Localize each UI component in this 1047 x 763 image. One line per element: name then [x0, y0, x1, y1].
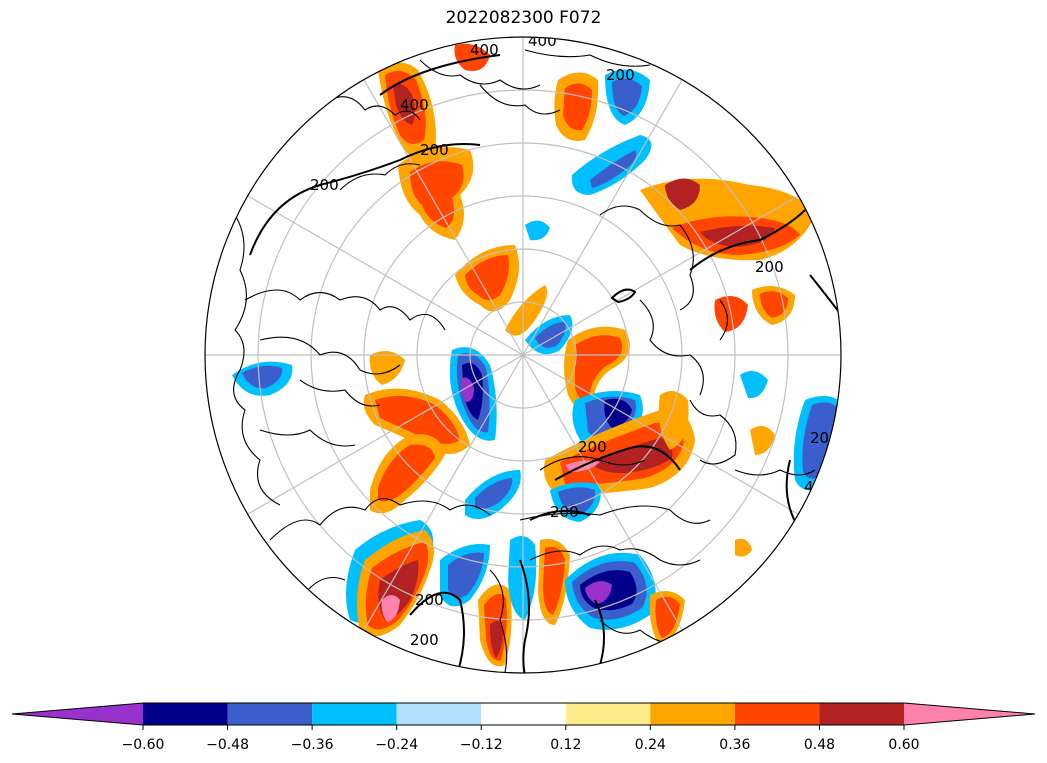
colorbar-tick-label: 0.24 [635, 737, 666, 753]
colorbar-tick-labels: −0.60 −0.48 −0.36 −0.24 −0.12 0.12 0.24 0.36 0.4… [122, 737, 920, 753]
graticule [205, 37, 841, 673]
field-blob [740, 371, 768, 399]
colorbar-tick-label: 0.12 [550, 737, 581, 753]
colorbar-bins [11, 702, 1036, 726]
contour-label: 200 [755, 258, 784, 276]
coastlines [233, 49, 816, 673]
colorbar-tick-label: 0.36 [719, 737, 750, 753]
field-blob [440, 544, 490, 607]
field-blob [750, 426, 775, 455]
map-disk: 400 400 200 200 400 200 200 200 200 400 … [205, 32, 841, 673]
field-blob [752, 286, 795, 325]
contour-label: 400 [470, 41, 499, 59]
field-blob [658, 391, 689, 450]
contour-label: 200 [415, 591, 444, 609]
colorbar-bin [565, 703, 651, 725]
colorbar-bin [481, 703, 566, 725]
contour-label: 200 [410, 631, 439, 649]
field-blob [525, 315, 573, 355]
colorbar-tick-label: −0.36 [291, 737, 334, 753]
field-blob [735, 538, 752, 557]
colorbar-bin [650, 703, 735, 725]
field-blob [370, 434, 445, 514]
map-title: 2022082300 F072 [445, 8, 602, 28]
contour-label: 200 [550, 503, 579, 521]
field-blob [449, 347, 497, 441]
field-blob [505, 285, 548, 336]
field-blob [554, 72, 599, 141]
colorbar-tick-label: −0.48 [206, 737, 249, 753]
contour-label: 400 [400, 96, 429, 114]
field-blob [564, 326, 630, 413]
contour-label: 200 [310, 176, 339, 194]
colorbar-tick-label: −0.24 [375, 737, 418, 753]
field-blob [571, 135, 652, 195]
colorbar-bin [396, 703, 482, 725]
contour-label: 200 [606, 66, 635, 84]
field-blob [605, 69, 650, 125]
field-blob [649, 591, 685, 645]
field-blob [465, 470, 521, 519]
polar-map: 400 400 200 200 400 200 200 200 200 400 … [204, 32, 842, 674]
contour-label: 400 [528, 32, 557, 50]
field-blob [369, 351, 405, 385]
colorbar-bin [227, 703, 313, 725]
colorbar-bin [143, 703, 228, 725]
colorbar-bin [12, 703, 143, 725]
field-blob [565, 552, 656, 630]
colorbar-bin [734, 703, 820, 725]
field-blob [363, 388, 470, 454]
field-blob [525, 220, 550, 241]
field-blob [455, 245, 519, 312]
map-boundary [204, 36, 842, 674]
colorbar-tick-label: −0.12 [460, 737, 503, 753]
colorbar-tick-label: −0.60 [122, 737, 165, 753]
colorbar-bin [904, 703, 1035, 725]
colorbar-ticks [142, 725, 905, 730]
field-blob [454, 43, 490, 71]
colorbar-bin [312, 703, 397, 725]
contour-label: 200 [420, 141, 449, 159]
colorbar-tick-label: 0.48 [804, 737, 835, 753]
colorbar-bin [819, 703, 904, 725]
colorbar-tick-label: 0.60 [888, 737, 919, 753]
contour-label: 200 [578, 438, 607, 456]
field-blob [232, 361, 293, 396]
